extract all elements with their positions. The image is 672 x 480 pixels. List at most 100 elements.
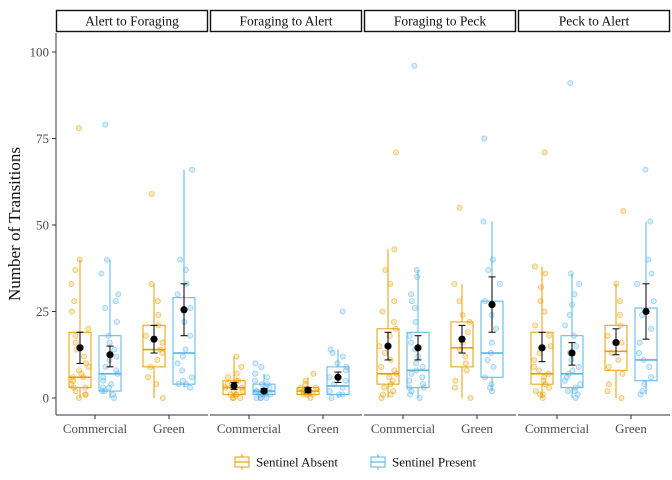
data-point [114, 354, 119, 359]
data-point [568, 81, 573, 86]
data-point [69, 309, 74, 314]
data-point [636, 350, 641, 355]
data-point [532, 357, 537, 362]
data-point [239, 364, 244, 369]
data-point [648, 219, 653, 224]
data-point [115, 371, 120, 376]
data-point [548, 344, 553, 349]
data-point [606, 382, 611, 387]
data-point [382, 385, 387, 390]
data-point [99, 388, 104, 393]
data-point [329, 395, 334, 400]
data-point [106, 385, 111, 390]
data-point [391, 319, 396, 324]
data-point [489, 340, 494, 345]
data-point [642, 382, 647, 387]
data-point [619, 395, 624, 400]
data-point [569, 357, 574, 362]
mean-point [612, 339, 619, 346]
data-point [234, 371, 239, 376]
data-point [116, 292, 121, 297]
data-point [327, 388, 332, 393]
data-point [175, 292, 180, 297]
data-point [562, 323, 567, 328]
data-point [649, 375, 654, 380]
data-point [452, 281, 457, 286]
data-point [343, 368, 348, 373]
data-point [490, 257, 495, 262]
data-point [562, 378, 567, 383]
y-tick-label: 75 [36, 131, 49, 146]
data-point [392, 247, 397, 252]
data-point [377, 344, 382, 349]
mean-point [260, 387, 267, 394]
data-point [189, 375, 194, 380]
data-point [73, 333, 78, 338]
data-point [565, 388, 570, 393]
data-point [605, 333, 610, 338]
x-tick-label: Commercial [371, 421, 436, 436]
data-point [156, 312, 161, 317]
facet-title: Foraging to Peck [394, 14, 486, 29]
data-point [330, 350, 335, 355]
data-point [388, 382, 393, 387]
data-point [547, 333, 552, 338]
data-point [488, 350, 493, 355]
mean-point [488, 301, 495, 308]
data-point [485, 357, 490, 362]
data-point [620, 371, 625, 376]
data-point [482, 136, 487, 141]
data-point [380, 309, 385, 314]
data-point [114, 319, 119, 324]
data-point [576, 364, 581, 369]
data-point [420, 375, 425, 380]
data-point [413, 361, 418, 366]
data-point [572, 292, 577, 297]
y-axis-label: Number of Transitions [5, 147, 24, 301]
data-point [183, 347, 188, 352]
data-point [188, 333, 193, 338]
data-point [189, 167, 194, 172]
data-point [407, 378, 412, 383]
data-point [175, 361, 180, 366]
data-point [648, 326, 653, 331]
data-point [340, 385, 345, 390]
data-point [303, 382, 308, 387]
x-tick-label: Green [615, 421, 647, 436]
data-point [536, 368, 541, 373]
data-point [408, 292, 413, 297]
data-point [643, 167, 648, 172]
data-point [409, 299, 414, 304]
data-point [180, 354, 185, 359]
data-point [465, 330, 470, 335]
data-point [417, 395, 422, 400]
data-point [111, 395, 116, 400]
mean-point [568, 349, 575, 356]
data-point [409, 371, 414, 376]
data-point [547, 385, 552, 390]
data-point [379, 395, 384, 400]
data-point [180, 368, 185, 373]
data-point [311, 371, 316, 376]
data-point [468, 395, 473, 400]
mean-point [538, 344, 545, 351]
data-point [641, 357, 646, 362]
data-point [160, 340, 165, 345]
data-point [481, 219, 486, 224]
data-point [408, 340, 413, 345]
data-point [493, 326, 498, 331]
data-point [225, 375, 230, 380]
data-point [619, 340, 624, 345]
data-point [649, 271, 654, 276]
data-point [415, 274, 420, 279]
data-point [578, 382, 583, 387]
data-point [388, 392, 393, 397]
data-point [463, 361, 468, 366]
data-point [337, 392, 342, 397]
y-tick-label: 100 [30, 45, 50, 60]
data-point [238, 395, 243, 400]
y-tick-label: 50 [36, 218, 49, 233]
data-point [617, 312, 622, 317]
data-point [252, 378, 257, 383]
